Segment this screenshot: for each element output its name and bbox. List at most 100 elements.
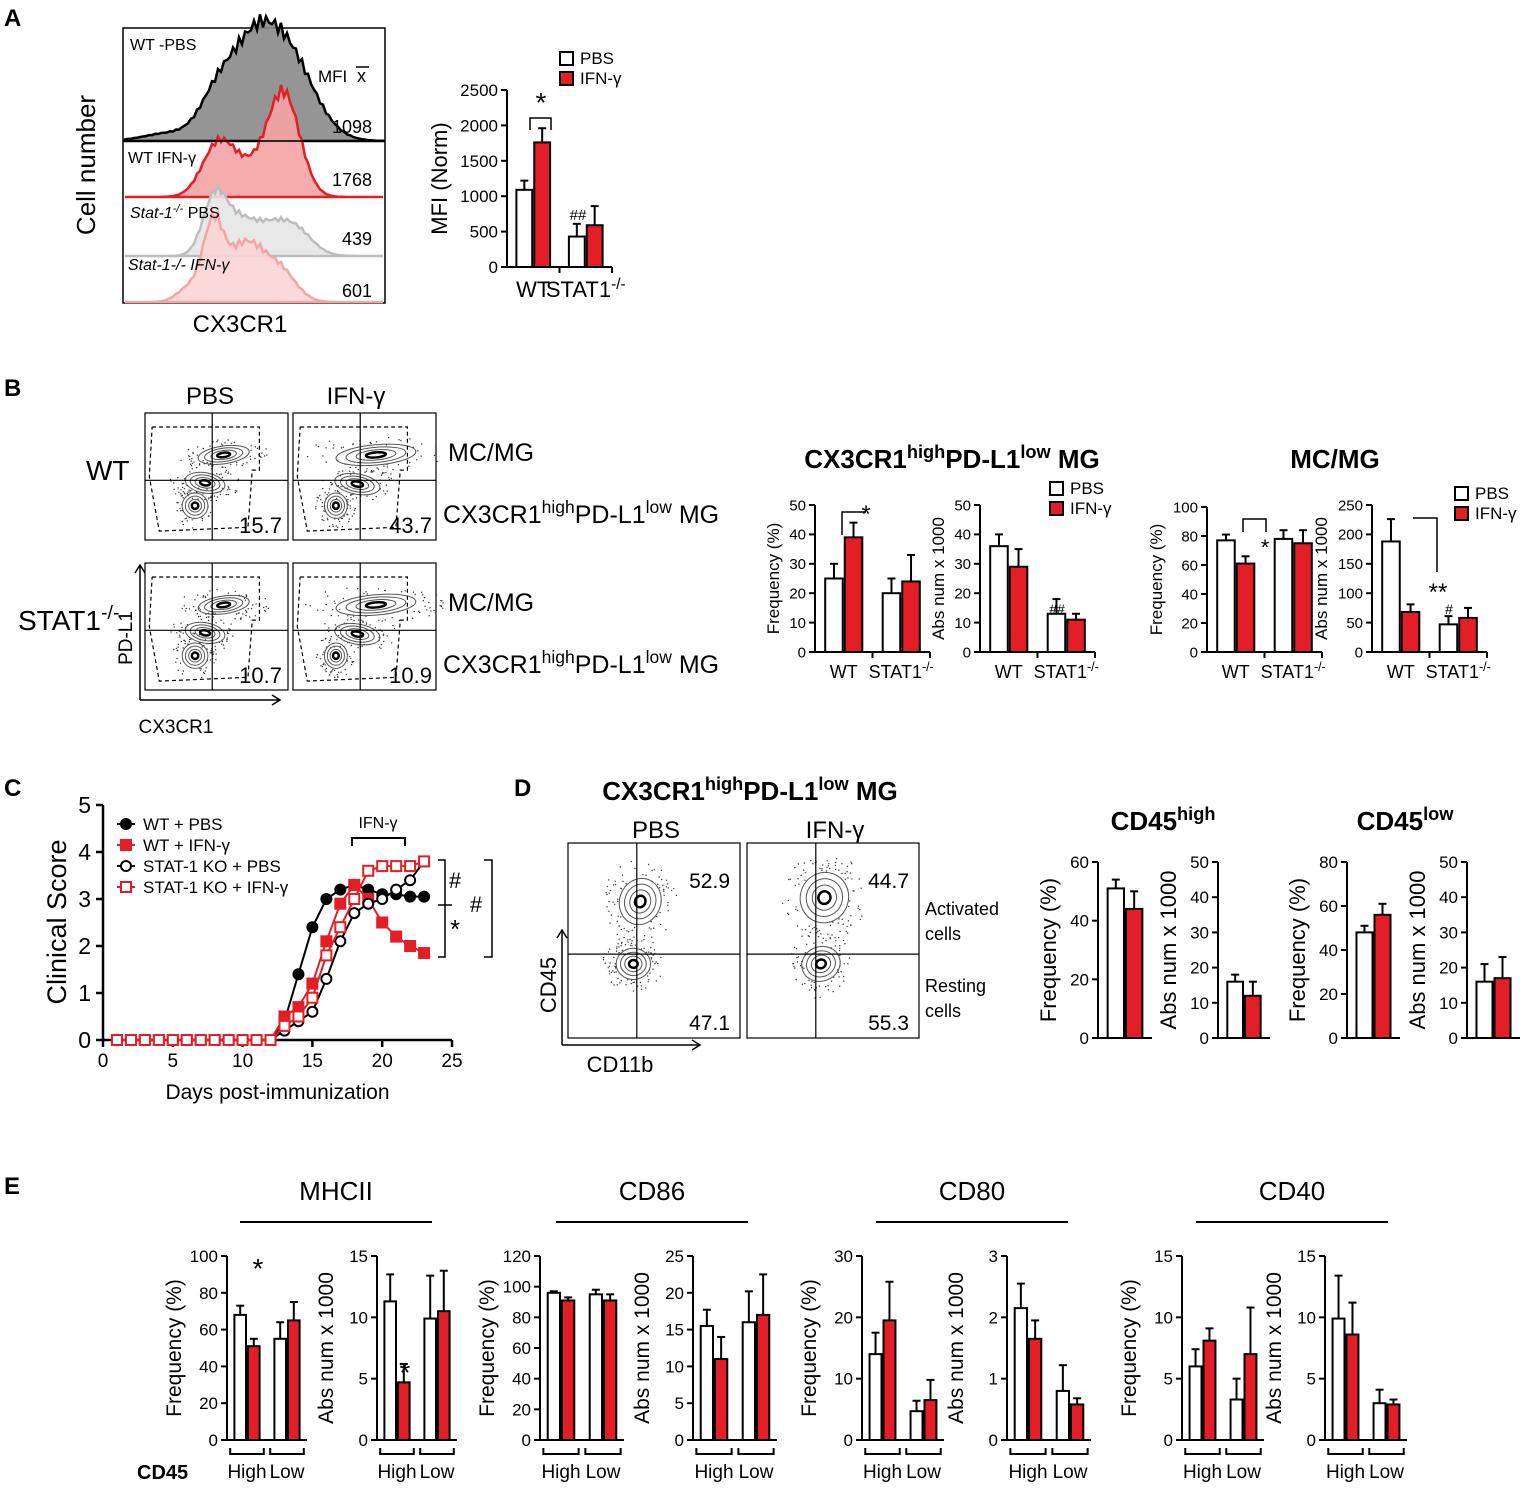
flow-event	[422, 594, 424, 596]
flow-event	[648, 927, 651, 929]
x-axis-label: CX3CR1	[193, 311, 288, 338]
bar	[1373, 913, 1392, 1039]
flow-event	[334, 676, 336, 679]
flow-event	[322, 639, 324, 642]
flow-event	[315, 656, 318, 658]
rule	[584, 1448, 622, 1455]
flow-event	[804, 982, 806, 985]
flow-event	[250, 445, 252, 447]
series-line	[117, 883, 425, 1041]
flow-event	[349, 470, 351, 472]
flow-event	[353, 509, 356, 511]
flow-event	[213, 495, 216, 497]
y-tick-label: 0	[489, 258, 498, 277]
flow-event	[619, 866, 621, 868]
text-part: high	[705, 774, 743, 794]
flow-event	[392, 468, 394, 471]
marker	[334, 935, 347, 948]
flow-event	[381, 473, 383, 475]
flow-event	[617, 900, 619, 902]
flow-event	[350, 664, 353, 666]
x-tick-label: High	[1183, 1462, 1222, 1483]
flow-event	[357, 619, 360, 621]
text-part: STAT1	[546, 277, 611, 302]
flow-event	[607, 967, 609, 969]
flow-event	[306, 455, 309, 458]
y-tick-label: 40	[1319, 941, 1338, 960]
legend-marker	[120, 881, 132, 893]
x-tick-label: High	[1326, 1462, 1365, 1483]
flow-contour	[188, 498, 202, 513]
flow-event	[327, 630, 330, 632]
flow-event	[822, 864, 824, 866]
flow-event	[850, 924, 852, 926]
flow-event	[811, 928, 814, 930]
flow-event	[212, 612, 214, 615]
marker	[404, 890, 417, 903]
y-tick-label: 10	[665, 1357, 684, 1376]
flow-event	[365, 591, 367, 593]
marker	[390, 883, 403, 896]
flow-event	[201, 519, 203, 521]
flow-contour	[323, 642, 348, 669]
flow-event	[234, 491, 237, 494]
flow-event	[317, 497, 319, 499]
y-tick-label: 0	[209, 1431, 218, 1450]
flow-event	[177, 646, 179, 648]
bar	[567, 235, 586, 268]
y-tick-label: 0	[844, 1431, 853, 1450]
flow-event	[834, 864, 836, 867]
flow-event	[227, 632, 229, 635]
text-part: STAT1	[1034, 662, 1087, 682]
x-tick-label: Low	[420, 1462, 455, 1483]
flow-contour	[364, 450, 388, 459]
y-tick-label: 120	[503, 1247, 531, 1266]
flow-event	[417, 450, 419, 452]
text-part: -/-	[101, 602, 120, 624]
flow-event	[391, 617, 393, 619]
flow-event	[177, 643, 180, 646]
marker	[376, 893, 389, 905]
flow-event	[440, 605, 442, 608]
flow-event	[663, 894, 665, 897]
gate-value: 15.7	[239, 513, 282, 538]
marker	[320, 972, 333, 985]
flow-event	[624, 944, 627, 946]
flow-contour	[326, 495, 345, 516]
flow-event	[663, 888, 665, 891]
flow-event	[265, 606, 267, 608]
flow-event	[181, 520, 183, 523]
quadrant-value: 47.1	[689, 1012, 730, 1035]
marker	[390, 860, 403, 873]
flow-event	[608, 900, 610, 903]
flow-event	[608, 892, 610, 894]
flow-event	[842, 923, 844, 925]
flow-event	[197, 498, 199, 500]
bar	[1235, 562, 1256, 653]
marker	[250, 1034, 263, 1046]
y-tick-label: 20	[1439, 959, 1458, 978]
flow-event	[206, 488, 208, 490]
flow-event	[645, 874, 647, 876]
flow-event	[352, 443, 354, 446]
marker	[320, 949, 333, 962]
flow-event	[816, 928, 818, 930]
flow-event	[375, 441, 378, 443]
text-part: MG	[672, 651, 719, 679]
flow-contour	[627, 958, 639, 970]
marker	[320, 935, 333, 948]
flow-event	[218, 473, 221, 476]
flow-event	[176, 501, 178, 504]
y-axis-label: Abs num x 1000	[929, 517, 948, 640]
panel-label: A	[4, 5, 21, 32]
rule	[438, 859, 446, 958]
flow-event	[227, 493, 229, 496]
y-tick-label: 15	[1297, 1247, 1316, 1266]
flow-event	[832, 921, 834, 923]
flow-event	[838, 949, 841, 952]
y-axis-label: Frequency (%)	[163, 1279, 186, 1417]
flow-contour	[188, 648, 202, 663]
flow-event	[250, 449, 252, 451]
gate-label: CX3CR1highPD-L1low MG	[443, 647, 719, 679]
flow-event	[173, 626, 175, 628]
